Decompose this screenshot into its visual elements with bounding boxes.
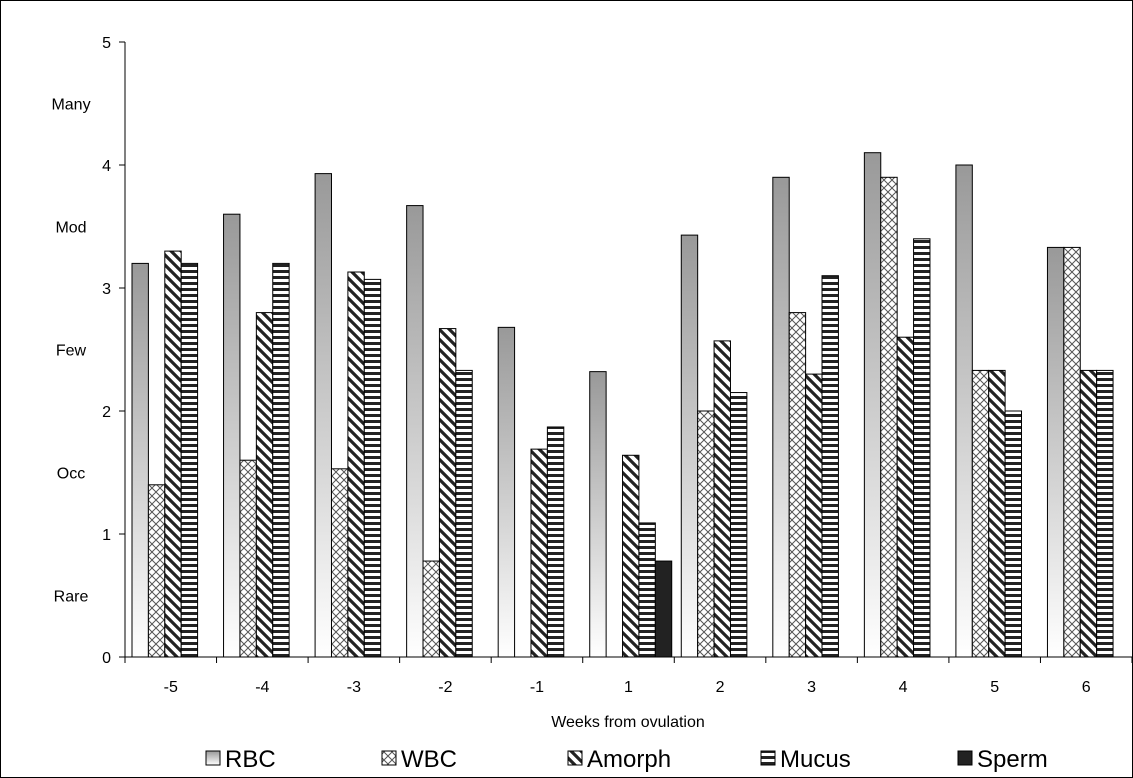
bar-mucus-5 (1004, 410, 1023, 658)
legend-swatch-wbc (381, 750, 397, 766)
legend-item-wbc: WBC (381, 746, 457, 773)
legend-swatch-amorph (567, 750, 583, 766)
y-tick-label: 5 (102, 35, 111, 52)
bar-wbc--5 (147, 484, 166, 658)
bar-wbc-3 (788, 312, 807, 658)
bar-amorph--2 (438, 328, 457, 658)
x-tick-label: -2 (438, 679, 452, 696)
bar-rbc--3 (314, 173, 332, 658)
x-tick-label: 3 (807, 679, 816, 696)
y-tick-label: 2 (102, 404, 111, 421)
bar-amorph-3 (805, 373, 823, 658)
bar-wbc-6 (1063, 246, 1081, 658)
bar-rbc--5 (131, 262, 149, 658)
x-ticks: -5 -4 -3 -2 -1 1 2 3 4 5 6 (124, 657, 1133, 696)
bar-amorph-1 (622, 454, 640, 658)
bar-wbc--2 (422, 560, 440, 658)
legend-item-rbc: RBC (205, 746, 276, 773)
legend-label-wbc: WBC (401, 746, 457, 773)
x-tick-label: 6 (1082, 679, 1091, 696)
x-tick-label: -5 (164, 679, 178, 696)
bar-mucus--2 (455, 369, 473, 658)
bar-wbc--3 (330, 468, 349, 658)
bar-mucus-6 (1096, 369, 1114, 658)
legend-swatch-sperm (957, 750, 973, 766)
bar-rbc-4 (863, 152, 882, 658)
legend-item-amorph: Amorph (567, 746, 671, 773)
scale-annotation-many: Many (51, 97, 90, 114)
bar-mucus-4 (913, 238, 931, 658)
legend-item-sperm: Sperm (957, 746, 1048, 773)
y-tick-label: 4 (102, 158, 111, 175)
bar-wbc--4 (239, 459, 257, 658)
legend-item-mucus: Mucus (760, 746, 851, 773)
y-annotations: Many Mod Few Occ Rare (51, 97, 90, 606)
bar-mucus-3 (821, 275, 839, 658)
scale-annotation-occ: Occ (57, 466, 85, 483)
bar-sperm-1 (654, 560, 673, 658)
bars (131, 152, 1114, 658)
legend-swatch-rbc (205, 750, 221, 766)
bar-mucus-1 (638, 522, 656, 658)
bar-amorph-6 (1079, 369, 1098, 658)
y-tick-label: 3 (102, 281, 111, 298)
scale-annotation-rare: Rare (54, 589, 89, 606)
legend-label-mucus: Mucus (780, 746, 851, 773)
y-ticks: 0 1 2 3 4 5 (102, 35, 125, 667)
x-tick-label: -3 (347, 679, 361, 696)
bar-mucus--4 (272, 262, 290, 658)
bar-amorph--5 (164, 250, 182, 658)
y-tick-label: 1 (102, 527, 111, 544)
bar-amorph-4 (896, 336, 915, 658)
bar-wbc-2 (697, 410, 715, 658)
x-tick-label: 2 (716, 679, 725, 696)
bar-wbc-4 (880, 176, 898, 658)
bar-mucus--1 (546, 426, 565, 658)
legend: RBC WBC Amorph Mucus Sperm (205, 746, 1048, 773)
x-axis-title: Weeks from ovulation (551, 714, 705, 731)
x-tick-label: -4 (255, 679, 269, 696)
x-tick-label: -1 (530, 679, 544, 696)
legend-swatch-mucus (760, 750, 776, 766)
bar-rbc-2 (680, 234, 699, 658)
scale-annotation-few: Few (56, 343, 87, 360)
bar-amorph-5 (988, 369, 1006, 658)
bar-amorph--1 (530, 448, 548, 658)
bar-mucus--3 (363, 278, 382, 658)
bar-rbc-3 (772, 176, 790, 658)
legend-label-rbc: RBC (225, 746, 276, 773)
bar-mucus-2 (729, 392, 748, 658)
legend-label-sperm: Sperm (977, 746, 1048, 773)
bar-rbc--2 (406, 205, 424, 658)
x-tick-label: 4 (899, 679, 908, 696)
x-tick-label: 5 (990, 679, 999, 696)
bar-amorph-2 (713, 340, 731, 658)
bar-rbc--4 (223, 213, 241, 658)
bar-rbc--1 (497, 326, 516, 658)
bar-mucus--5 (180, 262, 199, 658)
bar-amorph--3 (347, 271, 365, 658)
y-tick-label: 0 (102, 650, 111, 667)
bar-amorph--4 (255, 312, 274, 658)
scale-annotation-mod: Mod (55, 220, 86, 237)
legend-label-amorph: Amorph (587, 746, 671, 773)
bar-rbc-6 (1046, 246, 1065, 658)
bar-rbc-5 (955, 164, 973, 658)
bar-rbc-1 (589, 371, 607, 658)
bar-wbc-5 (971, 369, 990, 658)
x-tick-label: 1 (624, 679, 633, 696)
